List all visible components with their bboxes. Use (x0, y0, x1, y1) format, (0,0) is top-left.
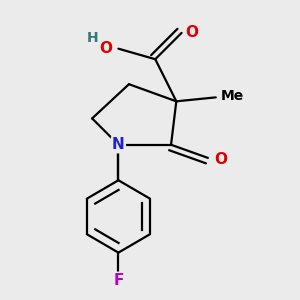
Text: O: O (185, 26, 199, 40)
Text: F: F (113, 273, 124, 288)
Text: N: N (112, 137, 125, 152)
Text: O: O (214, 152, 227, 167)
Text: H: H (87, 31, 99, 45)
Text: Me: Me (221, 89, 244, 103)
Text: O: O (99, 41, 112, 56)
